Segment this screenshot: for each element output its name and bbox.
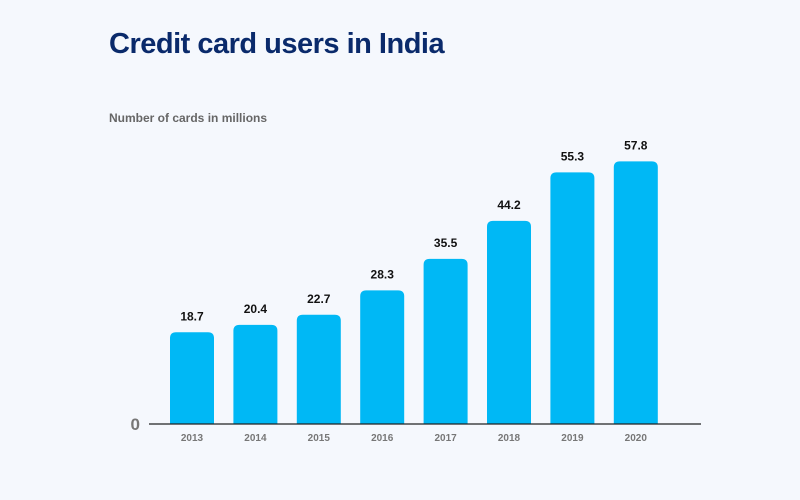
x-tick-label-2015: 2015 (308, 433, 331, 444)
data-label-2013: 18.7 (180, 309, 204, 323)
y-tick-label-0: 0 (131, 415, 140, 434)
data-label-2016: 28.3 (371, 267, 395, 281)
x-tick-label-2013: 2013 (181, 433, 204, 444)
chart-title: Credit card users in India (109, 28, 445, 60)
x-tick-label-2020: 2020 (625, 433, 648, 444)
x-tick-label-2016: 2016 (371, 433, 394, 444)
data-label-2014: 20.4 (244, 302, 268, 316)
data-label-2020: 57.8 (624, 138, 648, 152)
bar-2020 (613, 161, 658, 424)
bar-2015 (296, 314, 341, 424)
data-label-2017: 35.5 (434, 236, 458, 250)
bar-2016 (360, 290, 405, 424)
bar-2018 (487, 220, 531, 424)
x-tick-label-2017: 2017 (434, 433, 457, 444)
bar-2017 (423, 258, 468, 424)
x-tick-label-2019: 2019 (561, 433, 584, 444)
chart-subtitle: Number of cards in millions (109, 111, 268, 125)
data-label-2018: 44.2 (497, 198, 521, 212)
bar-2014 (233, 324, 278, 424)
x-tick-label-2014: 2014 (244, 433, 267, 444)
x-tick-label-2018: 2018 (498, 433, 521, 444)
data-label-2019: 55.3 (561, 149, 585, 163)
bar-2013 (170, 332, 214, 424)
data-label-2015: 22.7 (307, 292, 331, 306)
bar-2019 (550, 172, 595, 424)
